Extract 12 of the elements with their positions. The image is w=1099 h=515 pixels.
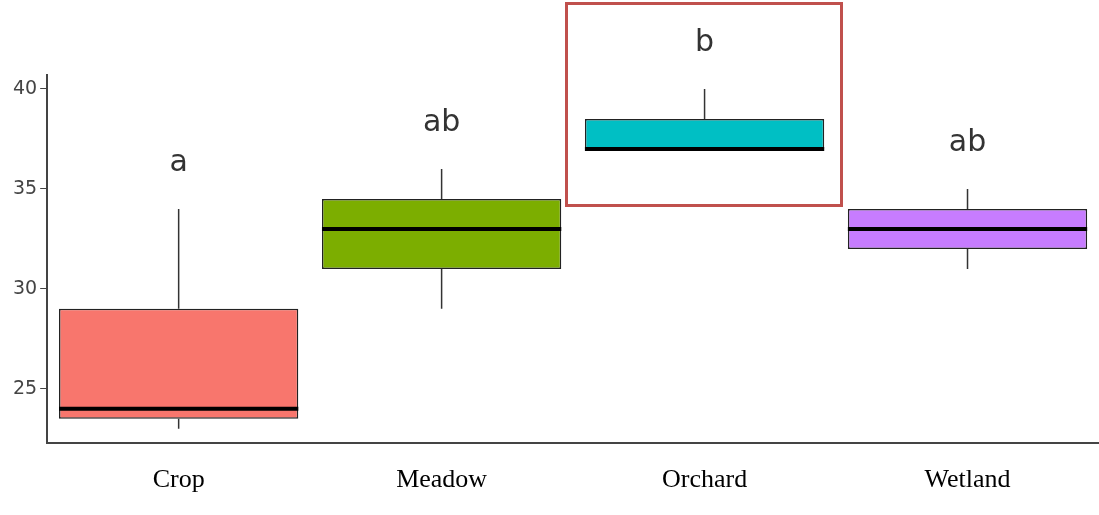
annotation: a xyxy=(169,142,188,178)
y-tick-label: 40 xyxy=(12,75,38,98)
x-tick-label: Crop xyxy=(152,464,205,494)
y-tick-label: 25 xyxy=(12,375,38,398)
y-tick-label: 30 xyxy=(12,275,38,298)
x-tick-label: Meadow xyxy=(396,464,488,494)
text: b xyxy=(695,22,715,58)
x-tick-label: Orchard xyxy=(661,464,748,494)
annotation: ab xyxy=(948,122,987,158)
x-tick-label: Wetland xyxy=(924,464,1011,494)
y-tick-label: 35 xyxy=(12,175,38,198)
annotation: ab xyxy=(422,102,461,138)
